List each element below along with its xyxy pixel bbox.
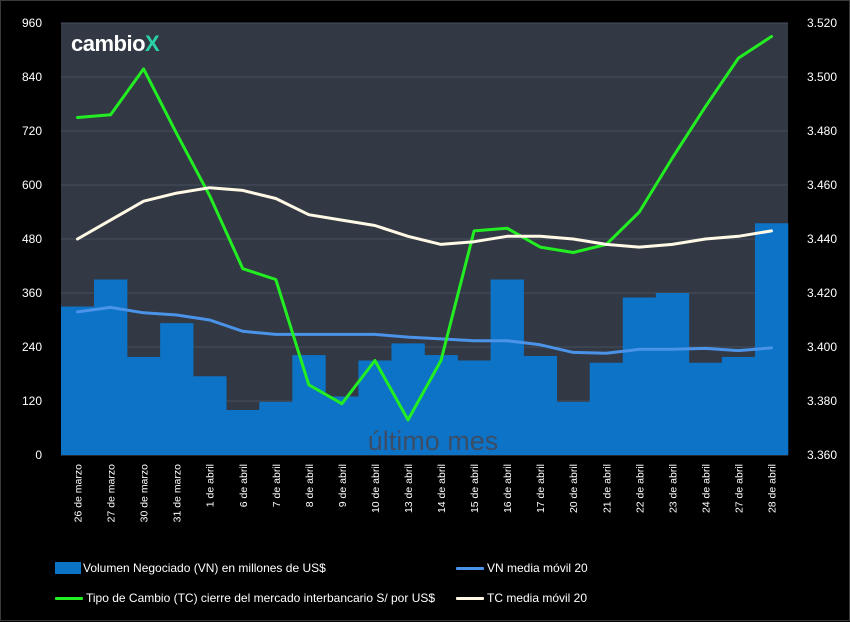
y-right-tick-label: 3.480	[807, 124, 837, 138]
volume-bar	[292, 355, 326, 455]
y-right-tick-label: 3.520	[807, 16, 837, 30]
y-right-tick-label: 3.380	[807, 394, 837, 408]
x-tick-label: 10 de abril	[370, 464, 382, 513]
x-tick-label: 22 de abril	[634, 464, 646, 513]
volume-bar	[490, 279, 524, 455]
x-tick-label: 9 de abril	[337, 464, 349, 507]
legend-swatch-vn-ma	[456, 566, 484, 570]
right-axis-ticks: 3.360 3.380 3.400 3.420 3.440 3.460 3.480 3.500…	[807, 16, 837, 462]
y-left-tick-label: 840	[22, 70, 42, 84]
volume-bar	[655, 293, 690, 455]
volume-bar	[226, 410, 260, 455]
volume-bar	[688, 362, 723, 455]
watermark-text: último mes	[368, 426, 499, 456]
legend-item-tc-ma: TC media móvil 20	[456, 591, 587, 605]
x-tick-label: 30 de marzo	[139, 464, 151, 523]
volume-bar	[127, 356, 161, 455]
exchange-rate-line	[76, 35, 773, 422]
legend-item-vn-ma: VN media móvil 20	[456, 561, 588, 575]
x-tick-label: 28 de abril	[766, 464, 778, 513]
x-tick-label: 15 de abril	[469, 464, 481, 513]
volume-bar	[523, 356, 557, 455]
y-right-tick-label: 3.440	[807, 232, 837, 246]
x-tick-label: 27 de marzo	[106, 464, 118, 523]
legend-swatch-tc	[55, 596, 83, 600]
x-tick-label: 16 de abril	[502, 464, 514, 513]
x-tick-label: 17 de abril	[535, 464, 547, 513]
x-tick-label: 27 de abril	[733, 464, 745, 513]
y-left-tick-label: 120	[22, 394, 42, 408]
logo-x-mark: X	[145, 31, 160, 56]
legend-label-volume: Volumen Negociado (VN) en millones de US…	[83, 561, 326, 575]
legend-item-tc: Tipo de Cambio (TC) cierre del mercado i…	[55, 591, 435, 605]
x-tick-label: 31 de marzo	[172, 464, 184, 523]
y-left-tick-label: 360	[22, 286, 42, 300]
legend-swatch-tc-ma	[456, 596, 484, 600]
x-tick-label: 1 de abril	[205, 464, 217, 507]
x-tick-label: 14 de abril	[436, 464, 448, 513]
legend-label-vn-ma: VN media móvil 20	[487, 561, 588, 575]
x-tick-label: 6 de abril	[238, 464, 250, 507]
y-right-tick-label: 3.460	[807, 178, 837, 192]
tc-moving-average-line	[76, 186, 773, 249]
x-tick-label: 26 de marzo	[73, 464, 85, 523]
x-tick-label: 7 de abril	[271, 464, 283, 507]
y-left-tick-label: 240	[22, 340, 42, 354]
volume-bar	[457, 360, 491, 455]
legend-swatch-volume	[55, 562, 81, 574]
y-left-tick-label: 600	[22, 178, 42, 192]
left-axis-ticks: 0 120 240 360 480 600 720 840 960	[22, 16, 42, 462]
y-left-tick-label: 0	[35, 448, 42, 462]
x-tick-label: 21 de abril	[601, 464, 613, 513]
volume-bar	[754, 223, 789, 455]
x-axis-ticks: 26 de marzo 27 de marzo 30 de marzo 31 de m…	[73, 464, 779, 523]
logo-text: cambio	[71, 31, 146, 56]
y-right-tick-label: 3.500	[807, 70, 837, 84]
volume-bars	[61, 223, 789, 455]
x-tick-label: 24 de abril	[700, 464, 712, 513]
volume-bar	[424, 355, 458, 455]
volume-bar	[94, 279, 128, 455]
volume-bar	[622, 297, 657, 455]
volume-bar	[589, 362, 624, 455]
legend-item-volume: Volumen Negociado (VN) en millones de US…	[55, 561, 326, 575]
volume-bar	[193, 376, 227, 455]
y-left-tick-label: 960	[22, 16, 42, 30]
series-lines	[76, 35, 773, 422]
x-tick-label: 20 de abril	[568, 464, 580, 513]
y-right-tick-label: 3.420	[807, 286, 837, 300]
volume-bar	[61, 306, 95, 455]
x-tick-label: 13 de abril	[403, 464, 415, 513]
x-tick-label: 8 de abril	[304, 464, 316, 507]
y-right-tick-label: 3.360	[807, 448, 837, 462]
vn-moving-average-line	[76, 305, 773, 355]
volume-bar	[325, 396, 359, 455]
y-left-tick-label: 480	[22, 232, 42, 246]
x-tick-label: 23 de abril	[667, 464, 679, 513]
volume-bar	[556, 401, 591, 455]
y-left-tick-label: 720	[22, 124, 42, 138]
legend-label-tc-ma: TC media móvil 20	[487, 591, 588, 605]
volume-bar	[259, 401, 293, 455]
brand-logo: cambioX	[71, 31, 160, 57]
volume-bar	[160, 323, 194, 455]
legend-label-tc: Tipo de Cambio (TC) cierre del mercado i…	[86, 591, 436, 605]
y-right-tick-label: 3.400	[807, 340, 837, 354]
volume-bar	[721, 356, 756, 455]
